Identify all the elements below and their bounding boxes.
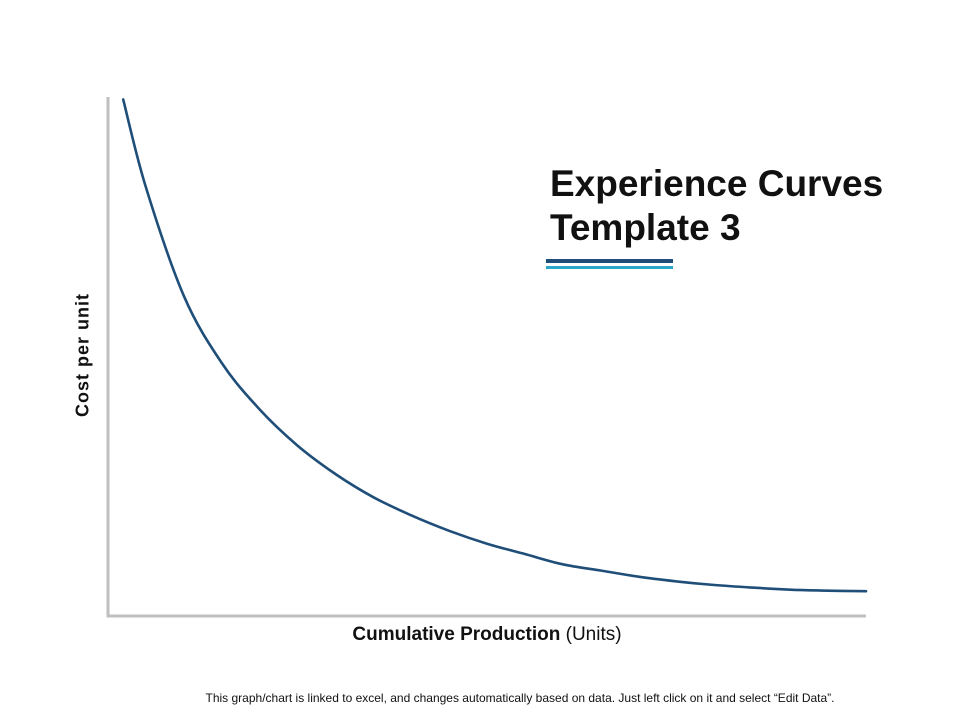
footnote: This graph/chart is linked to excel, and… [205, 691, 835, 705]
x-axis-label-units: (Units) [560, 624, 622, 645]
y-axis-label: Cost per unit [72, 293, 93, 417]
slide-title: Experience Curves Template 3 [550, 162, 883, 250]
title-accent-bar-dark [546, 259, 673, 263]
title-line-1: Experience Curves [550, 163, 884, 204]
title-line-2: Template 3 [550, 207, 741, 248]
series-line-0 [121, 98, 868, 593]
x-axis-label-bold: Cumulative Production [352, 624, 561, 645]
x-axis-label: Cumulative Production (Units) [108, 624, 866, 646]
title-accent-bar-light [546, 266, 673, 269]
plot-area [106, 97, 868, 618]
